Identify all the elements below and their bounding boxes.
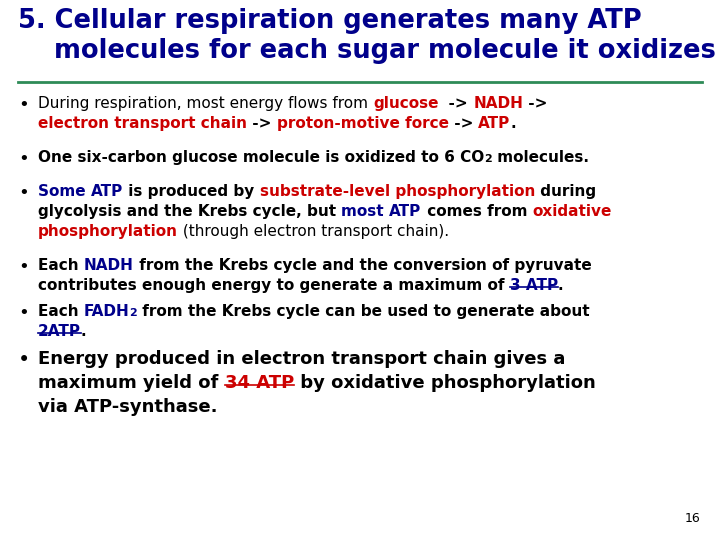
Text: FADH: FADH (84, 304, 130, 319)
Text: is produced by: is produced by (123, 184, 260, 199)
Text: •: • (18, 184, 29, 202)
Text: •: • (18, 96, 29, 114)
Text: from the Krebs cycle and the conversion of pyruvate: from the Krebs cycle and the conversion … (134, 258, 592, 273)
Text: electron transport chain: electron transport chain (38, 116, 247, 131)
Text: maximum yield of: maximum yield of (38, 374, 225, 392)
Text: ->: -> (438, 96, 473, 111)
Text: contributes enough energy to generate a maximum of: contributes enough energy to generate a … (38, 278, 510, 293)
Text: 5. Cellular respiration generates many ATP: 5. Cellular respiration generates many A… (18, 8, 642, 34)
Text: proton-motive force: proton-motive force (276, 116, 449, 131)
Text: During respiration, most energy flows from: During respiration, most energy flows fr… (38, 96, 373, 111)
Text: .: . (510, 116, 516, 131)
Text: Energy produced in electron transport chain gives a: Energy produced in electron transport ch… (38, 350, 565, 368)
Text: molecules.: molecules. (492, 150, 589, 165)
Text: oxidative: oxidative (532, 204, 611, 219)
Text: 34 ATP: 34 ATP (225, 374, 294, 392)
Text: 3 ATP: 3 ATP (510, 278, 558, 293)
Text: •: • (18, 150, 29, 168)
Text: glucose: glucose (373, 96, 438, 111)
Text: •: • (18, 304, 29, 322)
Text: .: . (81, 324, 86, 339)
Text: •: • (18, 258, 29, 276)
Text: (through electron transport chain).: (through electron transport chain). (178, 224, 449, 239)
Text: ATP: ATP (390, 204, 421, 219)
Text: substrate-level phosphorylation: substrate-level phosphorylation (260, 184, 535, 199)
Text: Each: Each (38, 258, 84, 273)
Text: via ATP-synthase.: via ATP-synthase. (38, 398, 217, 416)
Text: 2: 2 (485, 154, 492, 164)
Text: .: . (558, 278, 564, 293)
Text: One six-carbon glucose molecule is oxidized to 6 CO: One six-carbon glucose molecule is oxidi… (38, 150, 485, 165)
Text: ->: -> (449, 116, 478, 131)
Text: phosphorylation: phosphorylation (38, 224, 178, 239)
Text: 16: 16 (684, 512, 700, 525)
Text: •: • (18, 350, 30, 370)
Text: ATP: ATP (478, 116, 510, 131)
Text: by oxidative phosphorylation: by oxidative phosphorylation (294, 374, 595, 392)
Text: 2: 2 (130, 308, 138, 318)
Text: glycolysis and the Krebs cycle, but: glycolysis and the Krebs cycle, but (38, 204, 341, 219)
Text: ->: -> (247, 116, 276, 131)
Text: 2ATP: 2ATP (38, 324, 81, 339)
Text: most: most (341, 204, 390, 219)
Text: from the Krebs cycle can be used to generate about: from the Krebs cycle can be used to gene… (138, 304, 590, 319)
Text: during: during (535, 184, 596, 199)
Text: molecules for each sugar molecule it oxidizes: molecules for each sugar molecule it oxi… (18, 38, 716, 64)
Text: NADH: NADH (84, 258, 134, 273)
Text: comes from: comes from (421, 204, 532, 219)
Text: Each: Each (38, 304, 84, 319)
Text: Some: Some (38, 184, 91, 199)
Text: NADH: NADH (473, 96, 523, 111)
Text: ->: -> (523, 96, 547, 111)
Text: ATP: ATP (91, 184, 123, 199)
